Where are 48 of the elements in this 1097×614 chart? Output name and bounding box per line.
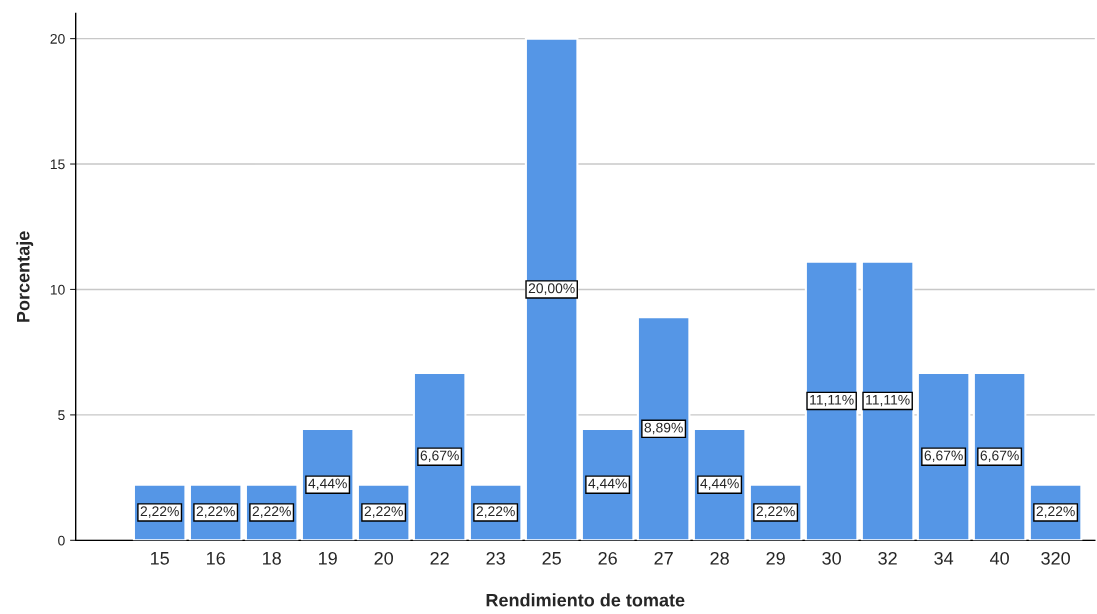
bar: [860, 260, 915, 541]
x-tick-label: 16: [207, 551, 225, 565]
x-axis-title: Rendimiento de tomate: [486, 593, 685, 607]
data-label: 4,44%: [588, 478, 627, 490]
x-tick-label: 20: [374, 551, 393, 565]
x-tick-label: 40: [989, 551, 1009, 565]
data-label: 2,22%: [364, 506, 403, 518]
data-label: 11,11%: [866, 394, 910, 407]
x-tick-label: 23: [486, 551, 505, 565]
data-label: 2,22%: [1036, 506, 1075, 518]
x-tick-label: 26: [598, 551, 617, 565]
x-tick-label: 30: [822, 551, 841, 565]
bar: [524, 37, 579, 541]
x-tick-label: 19: [319, 551, 337, 565]
data-label: 2,22%: [476, 506, 515, 518]
x-tick-label: 25: [542, 551, 561, 565]
x-tick-label: 27: [654, 551, 673, 565]
y-axis-title: Porcentaje: [16, 231, 34, 322]
x-tick-label: 28: [710, 551, 729, 565]
data-label: 6,67%: [980, 450, 1019, 463]
x-tick-label: 32: [878, 551, 897, 565]
x-tick-label: 18: [263, 551, 281, 565]
data-label: 20,00%: [528, 283, 575, 295]
y-tick-label: 10: [50, 284, 65, 295]
data-label: 11,11%: [810, 394, 854, 407]
bar: [916, 371, 971, 541]
data-label: 4,44%: [700, 478, 739, 490]
bar: [972, 371, 1027, 541]
data-label: 2,22%: [756, 506, 795, 518]
x-tick-label: 22: [430, 551, 449, 565]
data-label: 6,67%: [924, 450, 963, 463]
data-label: 6,67%: [420, 450, 459, 463]
x-tick-label: 34: [934, 551, 954, 565]
data-label: 2,22%: [252, 506, 291, 518]
y-tick-label: 5: [58, 410, 65, 421]
y-tick-label: 0: [58, 535, 65, 546]
y-tick-label: 15: [50, 159, 65, 170]
x-tick-label: 15: [151, 552, 169, 565]
data-label: 2,22%: [196, 506, 235, 518]
y-tick-label: 20: [50, 33, 65, 44]
bar: [636, 316, 691, 541]
bar: [804, 260, 859, 541]
data-label: 8,89%: [644, 422, 683, 435]
data-label: 4,44%: [308, 478, 347, 490]
x-tick-label: 320: [1041, 551, 1070, 565]
x-tick-label: 29: [766, 551, 785, 565]
bar: [412, 371, 467, 541]
data-label: 2,22%: [140, 506, 179, 518]
